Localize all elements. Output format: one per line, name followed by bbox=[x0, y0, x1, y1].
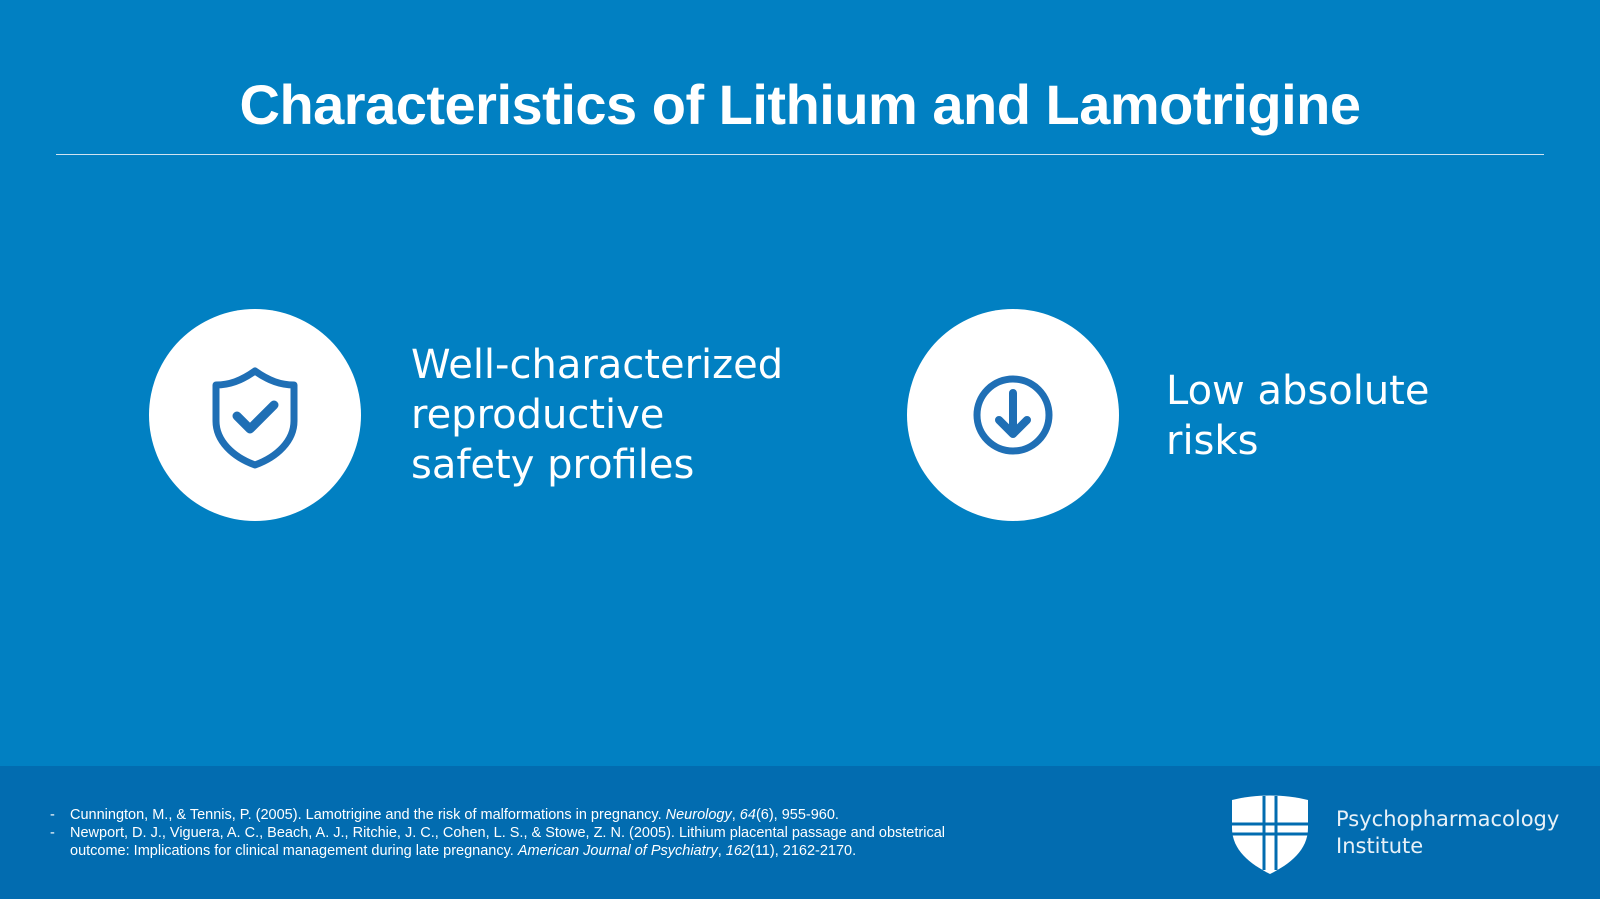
references: - Cunnington, M., & Tennis, P. (2005). La… bbox=[50, 806, 980, 860]
card-line: Low absolute bbox=[1166, 368, 1430, 414]
reference-text: 162 bbox=[725, 843, 750, 859]
bullet: - bbox=[50, 807, 55, 823]
reference-text: Cunnington, M., & Tennis, P. (2005). Lam… bbox=[70, 807, 666, 823]
card-text: Well-characterized reproductive safety pro… bbox=[411, 340, 783, 490]
title: Characteristics of Lithium and Lamotrigi… bbox=[239, 73, 1361, 136]
reference-text: Newport, D. J., Viguera, A. C., Beach, A… bbox=[70, 825, 945, 859]
reference-text: Neurology bbox=[665, 807, 732, 823]
reference-text: , bbox=[731, 807, 740, 823]
card-line: safety profiles bbox=[411, 442, 695, 488]
reference: - Cunnington, M., & Tennis, P. (2005). La… bbox=[50, 806, 980, 824]
icon-circle bbox=[907, 309, 1119, 521]
card-line: Well-characterized bbox=[411, 342, 784, 388]
card-text: Low absolute risks bbox=[1166, 366, 1429, 466]
reference-text: (11), 2162-2170. bbox=[749, 843, 857, 859]
icon-circle bbox=[149, 309, 361, 521]
reference-text: (6), 955-960. bbox=[755, 807, 839, 823]
down-arrow-icon bbox=[973, 375, 1053, 455]
logo-line: Psychopharmacology bbox=[1336, 807, 1560, 831]
reference-text: 64 bbox=[739, 807, 756, 823]
reference-text: , bbox=[717, 843, 726, 859]
bullet: - bbox=[50, 825, 55, 841]
card-line: risks bbox=[1166, 418, 1259, 464]
logo-text: Psychopharmacology Institute bbox=[1336, 806, 1559, 860]
logo-mark bbox=[1232, 795, 1308, 874]
footer: - Cunnington, M., & Tennis, P. (2005). La… bbox=[0, 766, 1600, 899]
reference-text: American Journal of Psychiatry bbox=[517, 843, 718, 859]
logo-line: Institute bbox=[1336, 834, 1424, 858]
shield-check-icon bbox=[212, 367, 298, 469]
card-line: reproductive bbox=[411, 392, 665, 438]
divider bbox=[56, 154, 1544, 155]
reference: - Newport, D. J., Viguera, A. C., Beach, … bbox=[50, 824, 980, 860]
